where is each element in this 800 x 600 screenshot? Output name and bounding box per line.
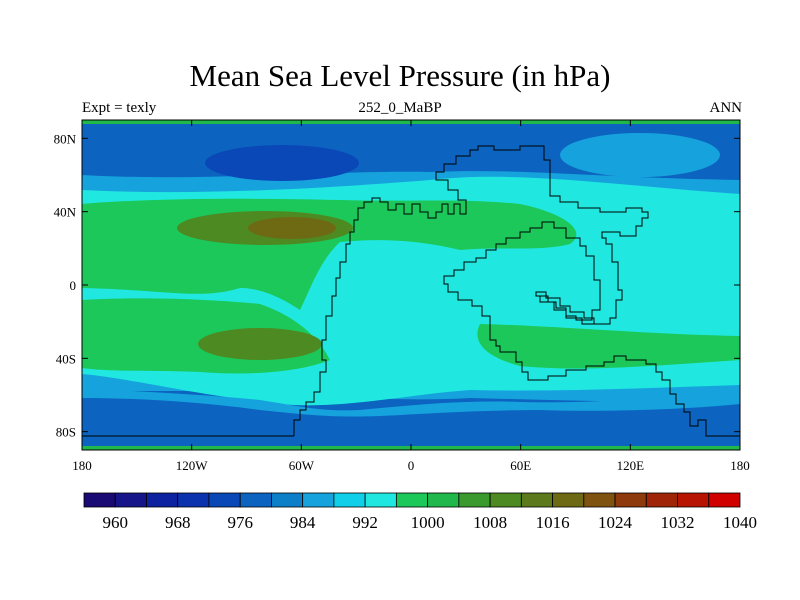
- lon-tick-label: 180: [730, 458, 750, 473]
- axis-tick-labels: 180 120W 60W 0 60E 120E 180 80N 40N 0 40S 80S: [54, 131, 750, 473]
- colorbar-swatch: [364, 492, 397, 508]
- lon-tick-label: 60E: [510, 458, 531, 473]
- lon-tick-label: 60W: [289, 458, 315, 473]
- colorbar-label: 992: [352, 513, 378, 532]
- season-label: ANN: [709, 100, 743, 116]
- colorbar-swatch: [208, 492, 241, 508]
- experiment-label: Expt = texly: [82, 100, 157, 116]
- colorbar-label: 1032: [661, 513, 695, 532]
- colorbar-swatch: [239, 492, 272, 508]
- north-high-center: [248, 217, 336, 239]
- lat-tick-label: 0: [70, 278, 77, 293]
- colorbar-swatch: [395, 492, 429, 508]
- colorbar-swatch: [458, 492, 491, 508]
- north-low-east: [560, 133, 720, 177]
- colorbar-swatch: [146, 492, 179, 508]
- colorbar-swatch: [177, 492, 210, 508]
- lat-tick-label: 40S: [56, 351, 76, 366]
- south-subpolar-low-band: [82, 398, 740, 450]
- colorbar-swatch: [677, 492, 710, 508]
- colorbar-swatch: [520, 492, 553, 508]
- lat-tick-label: 40N: [54, 205, 77, 220]
- time-period-label: 252_0_MaBP: [358, 100, 442, 116]
- colorbar-swatch: [583, 492, 616, 508]
- colorbar-swatch: [333, 492, 366, 508]
- axis-ticks: [81, 120, 741, 450]
- lon-tick-label: 0: [408, 458, 415, 473]
- colorbar-swatch: [271, 492, 304, 508]
- colorbar-swatch: [302, 492, 335, 508]
- colorbar-label: 1016: [536, 513, 570, 532]
- north-low-core: [205, 145, 359, 181]
- lat-tick-label: 80S: [56, 425, 76, 440]
- colorbar-label: 1008: [473, 513, 507, 532]
- colorbar-swatch: [708, 492, 741, 508]
- south-high-core: [198, 328, 322, 360]
- colorbar-swatch: [614, 492, 647, 508]
- colorbar-swatch: [645, 492, 678, 508]
- colorbar-swatch: [114, 492, 147, 508]
- colorbar-swatch: [489, 492, 522, 508]
- map-title: Mean Sea Level Pressure (in hPa): [189, 58, 611, 93]
- pressure-field: [82, 120, 740, 450]
- lon-tick-label: 120E: [617, 458, 645, 473]
- colorbar-swatch: [552, 492, 585, 508]
- colorbar-label: 1000: [411, 513, 445, 532]
- colorbar-label: 1024: [598, 513, 633, 532]
- continent-outline: [82, 145, 740, 437]
- south-ocean-ripples: [82, 388, 740, 417]
- colorbar-label: 960: [102, 513, 128, 532]
- colorbar-label: 1040: [723, 513, 757, 532]
- south-high-belt-east: [477, 324, 740, 369]
- lat-tick-label: 80N: [54, 131, 77, 146]
- colorbar-label: 984: [290, 513, 316, 532]
- inland-sea-outline: [535, 291, 595, 325]
- colorbar-label: 976: [227, 513, 253, 532]
- lon-tick-label: 180: [72, 458, 92, 473]
- colorbar-swatch: [427, 492, 460, 508]
- colorbar-swatch: [83, 492, 116, 508]
- lon-tick-label: 120W: [176, 458, 209, 473]
- colorbar-label: 968: [165, 513, 191, 532]
- colorbar-labels: 960 968 976 984 992 1000 1008 1016 1024 1032 1040: [102, 513, 757, 532]
- colorbar: [83, 492, 741, 508]
